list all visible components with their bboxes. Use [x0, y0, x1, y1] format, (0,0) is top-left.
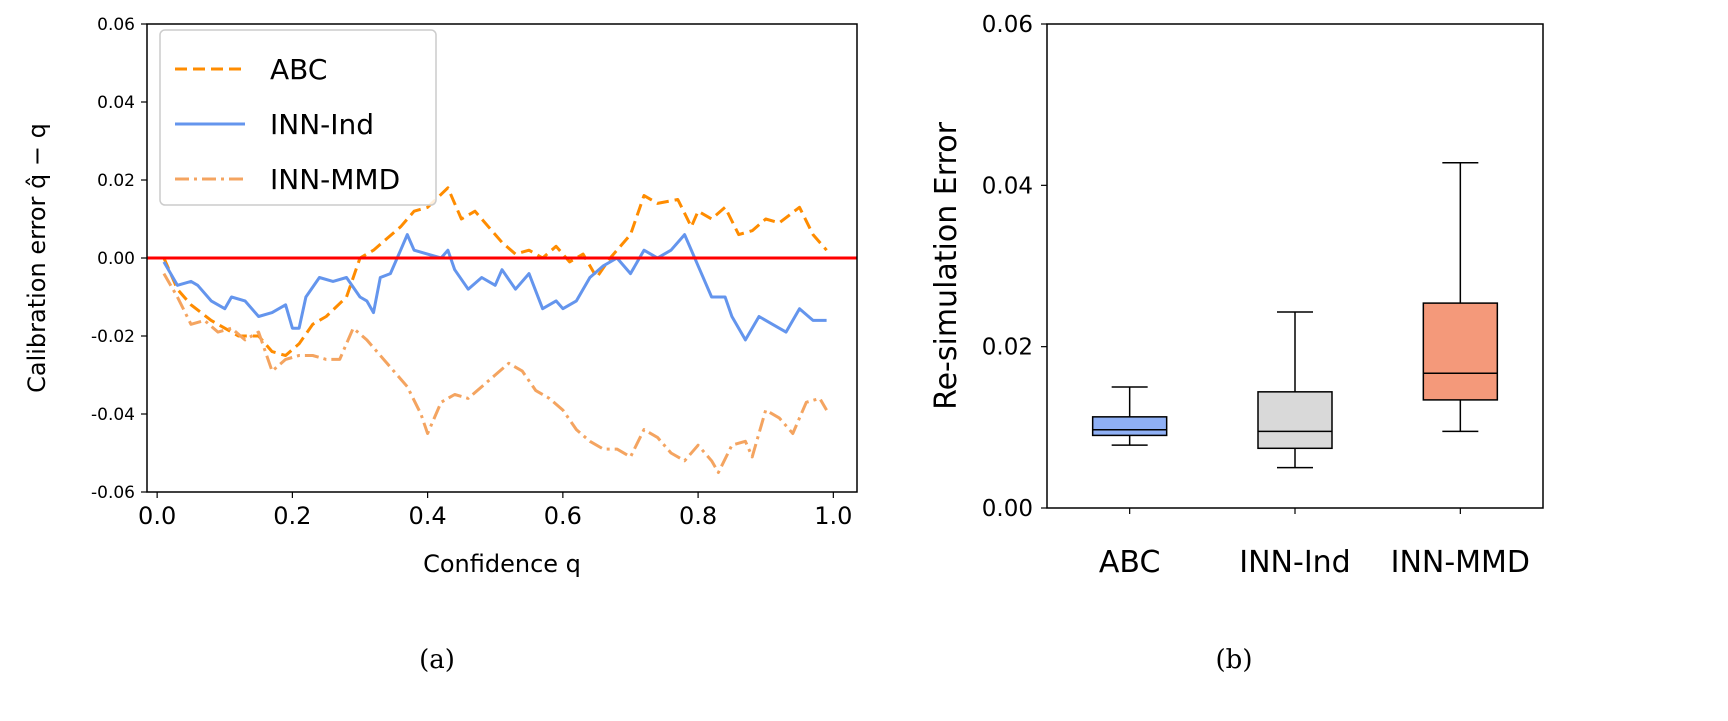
- interquartile-box: [1422, 302, 1499, 401]
- y-axis-label: Re-simulation Error: [929, 121, 964, 409]
- y-tick-label: 0.00: [982, 496, 1033, 522]
- box-abc: [1091, 386, 1168, 446]
- x-tick-label: 0.4: [409, 502, 447, 530]
- interquartile-box: [1091, 416, 1168, 437]
- x-tick-label: 1.0: [814, 502, 852, 530]
- series-line-inn-ind: [162, 233, 827, 342]
- x-tick-label: INN-MMD: [1391, 545, 1530, 580]
- interquartile-box: [1257, 391, 1333, 450]
- series-line-abc: [162, 186, 828, 357]
- y-tick-label: 0.02: [982, 335, 1033, 361]
- y-tick-label: 0.06: [97, 15, 135, 35]
- y-tick-label: 0.02: [97, 171, 135, 191]
- series-line-inn-mmd: [162, 272, 828, 474]
- caption-b: (b): [1216, 645, 1253, 675]
- legend-label: ABC: [270, 53, 327, 86]
- x-tick-label: 0.2: [273, 502, 311, 530]
- y-axis-label: Calibration error q̂ − q: [23, 123, 51, 393]
- x-tick-label: 0.8: [679, 502, 717, 530]
- box-inn-ind: [1257, 311, 1333, 469]
- legend: ABC INN-Ind INN-MMD: [159, 29, 437, 206]
- x-axis-label: Confidence q: [423, 550, 581, 578]
- y-tick-label: -0.06: [91, 483, 135, 503]
- legend-label: INN-Ind: [270, 108, 374, 141]
- calibration-error-plot: 0.0 0.2 0.4 0.6 0.8 1.0 0.06 0.04 0.02 0.00 -0.02 -…: [23, 15, 858, 675]
- x-tick-label: 0.0: [138, 502, 176, 530]
- y-tick-label: 0.04: [97, 93, 135, 113]
- y-tick-label: 0.06: [982, 12, 1033, 38]
- x-tick-label: 0.6: [544, 502, 582, 530]
- x-tick-label: ABC: [1099, 545, 1161, 580]
- legend-box: [159, 29, 437, 206]
- y-tick-label: -0.04: [91, 405, 135, 425]
- y-tick-label: 0.04: [982, 173, 1033, 199]
- y-tick-label: 0.00: [97, 249, 135, 269]
- box-inn-mmd: [1422, 161, 1499, 433]
- legend-label: INN-MMD: [270, 163, 400, 196]
- resimulation-error-boxplot: ABC INN-Ind INN-MMD 0.06 0.04 0.02 0.00 Re-sim…: [929, 12, 1544, 675]
- y-tick-label: -0.02: [91, 327, 135, 347]
- x-tick-label: INN-Ind: [1239, 545, 1350, 580]
- caption-a: (a): [419, 645, 455, 675]
